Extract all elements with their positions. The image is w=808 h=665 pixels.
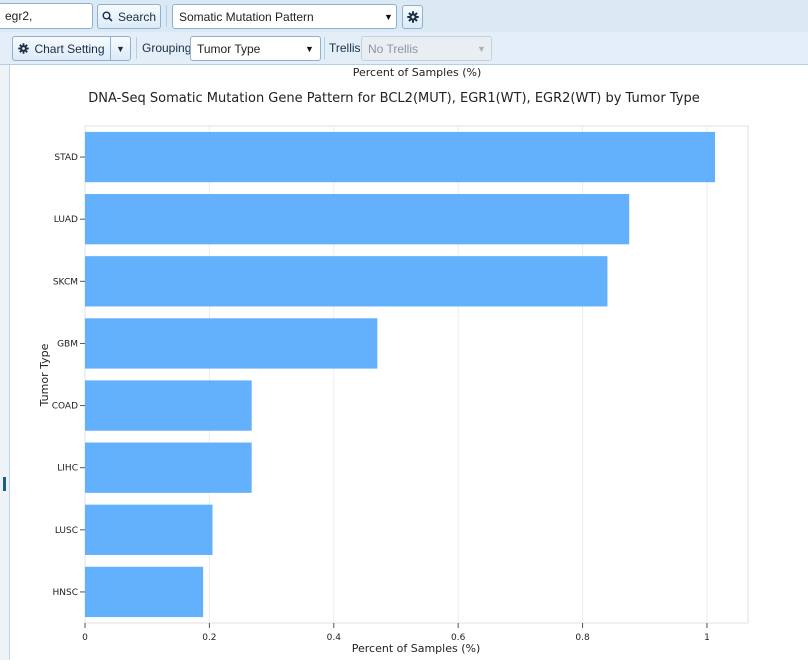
y-tick-label: COAD xyxy=(52,402,78,412)
x-tick-label: 1 xyxy=(704,633,710,643)
gene-search-input-value: egr2, xyxy=(5,9,33,23)
analysis-type-select[interactable]: Somatic Mutation Pattern xyxy=(172,4,397,29)
x-tick-label: 0.6 xyxy=(451,633,466,643)
grouping-chevron-down-icon[interactable]: ▼ xyxy=(305,44,314,54)
grouping-select-value: Tumor Type xyxy=(197,42,261,56)
y-tick-label: LUAD xyxy=(54,215,78,225)
search-button[interactable]: Search xyxy=(97,4,161,29)
trellis-label: Trellis xyxy=(329,41,361,55)
chevron-down-icon: ▼ xyxy=(116,43,125,54)
bar xyxy=(85,131,716,183)
x-tick-label: 0 xyxy=(82,633,88,643)
bar xyxy=(85,380,252,431)
search-icon xyxy=(102,11,113,22)
y-tick-label: HNSC xyxy=(53,588,79,598)
search-button-label: Search xyxy=(117,9,157,24)
grouping-select[interactable]: Tumor Type xyxy=(190,36,321,61)
y-tick-label: GBM xyxy=(57,339,78,349)
y-tick-label: LIHC xyxy=(57,464,78,474)
x-tick-label: 0.2 xyxy=(202,633,216,643)
y-tick-label: LUSC xyxy=(55,526,78,536)
gene-search-input[interactable]: egr2, xyxy=(0,3,93,29)
y-axis-title: Tumor Type xyxy=(38,343,51,407)
bar xyxy=(85,194,630,245)
bar xyxy=(85,442,252,493)
bar-chart: Percent of Samples (%) DNA-Seq Somatic M… xyxy=(38,66,749,655)
grouping-label: Grouping xyxy=(142,41,192,55)
chart-setting-label: Chart Setting xyxy=(34,41,105,56)
panel-collapse-handle[interactable] xyxy=(3,477,6,491)
bar xyxy=(85,504,213,555)
trellis-chevron-down-icon[interactable]: ▼ xyxy=(477,44,486,54)
bar xyxy=(85,566,204,618)
chart-setting-dropdown-button[interactable]: ▼ xyxy=(110,36,131,61)
trellis-select-value: No Trellis xyxy=(368,42,419,56)
y-tick-label: STAD xyxy=(54,153,78,163)
chart-toolbar: Chart Setting ▼ Grouping Tumor Type ▼ Tr… xyxy=(0,32,808,65)
chart-setting-button[interactable]: Chart Setting xyxy=(12,36,111,61)
x-tick-label: 0.4 xyxy=(327,633,342,643)
bar xyxy=(85,256,608,307)
toolbar-divider xyxy=(324,37,325,59)
bar xyxy=(85,318,378,369)
chart-panel: Percent of Samples (%) DNA-Seq Somatic M… xyxy=(10,65,808,660)
chart-title: DNA-Seq Somatic Mutation Gene Pattern fo… xyxy=(88,91,699,106)
x-axis-title: Percent of Samples (%) xyxy=(352,642,481,655)
toolbar-divider xyxy=(166,5,167,27)
settings-button[interactable] xyxy=(402,5,423,29)
analysis-type-value: Somatic Mutation Pattern xyxy=(179,10,314,24)
analysis-type-chevron-down-icon[interactable]: ▼ xyxy=(384,12,393,22)
top-axis-label: Percent of Samples (%) xyxy=(353,66,482,79)
x-tick-label: 0.8 xyxy=(575,633,590,643)
gear-icon xyxy=(406,11,419,23)
top-toolbar: egr2, Search Somatic Mutation Pattern ▼ xyxy=(0,0,808,33)
y-tick-label: SKCM xyxy=(53,277,78,287)
toolbar-divider xyxy=(136,37,137,59)
trellis-select[interactable]: No Trellis xyxy=(361,36,492,61)
gear-icon xyxy=(18,43,30,54)
left-panel-edge xyxy=(0,65,10,660)
